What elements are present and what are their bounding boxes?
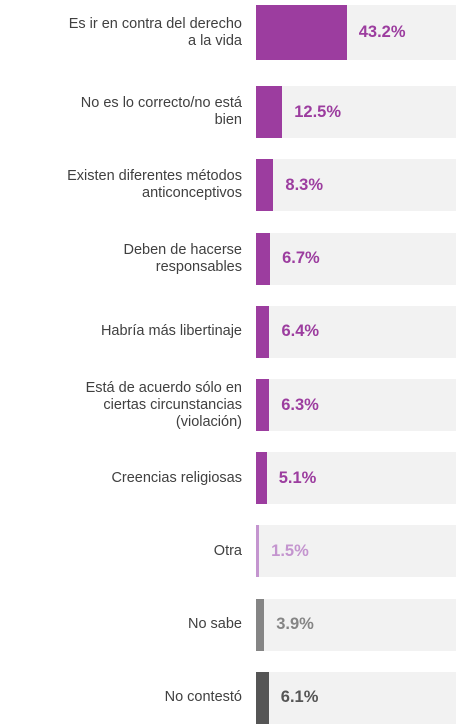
value-label: 43.2% — [358, 23, 406, 41]
value-label: 6.1% — [280, 688, 319, 707]
value-label: 3.9% — [276, 615, 314, 634]
bar — [256, 159, 274, 212]
bar-row: Está de acuerdo sólo en ciertas circunst… — [0, 379, 456, 431]
bar-row: Existen diferentes métodos anticonceptiv… — [0, 159, 456, 212]
value-label: 6.3% — [281, 395, 319, 414]
category-label: No es lo correcto/no está bien — [80, 95, 242, 129]
bar — [256, 525, 260, 578]
value-label: 6.4% — [281, 322, 320, 341]
category-label: Otra — [213, 542, 242, 559]
bar-background — [256, 86, 456, 139]
bar — [256, 305, 270, 358]
bar — [256, 232, 271, 285]
bar-background — [256, 525, 456, 578]
category-label: Deben de hacerse responsables — [123, 241, 243, 275]
bar-background — [256, 598, 456, 651]
bar-row: Habría más libertinaje 6.4% — [0, 305, 456, 358]
value-label: 6.7% — [282, 249, 320, 268]
bar-row: Es ir en contra del derecho a la vida 43.… — [0, 5, 456, 60]
category-label: Es ir en contra del derecho a la vida — [68, 15, 242, 49]
bar-row: No es lo correcto/no está bien 12.5% — [0, 86, 456, 139]
category-label: No contestó — [164, 689, 242, 706]
bar-row: Otra 1.5% — [0, 525, 456, 578]
bar-background — [256, 452, 456, 505]
bar-background — [256, 159, 456, 212]
category-label: Habría más libertinaje — [100, 323, 242, 340]
category-label: Está de acuerdo sólo en ciertas circunst… — [85, 379, 242, 430]
bar-background — [256, 305, 456, 358]
bar — [256, 379, 270, 431]
bar — [256, 5, 347, 60]
bar — [256, 86, 283, 139]
value-label: 1.5% — [271, 541, 309, 560]
category-label: No sabe — [187, 616, 242, 633]
bar-row: Creencias religiosas 5.1% — [0, 452, 456, 505]
category-label: Existen diferentes métodos anticonceptiv… — [67, 168, 242, 202]
bar-row: Deben de hacerse responsables 6.7% — [0, 232, 456, 285]
value-label: 12.5% — [294, 102, 342, 121]
bar-background — [256, 232, 456, 285]
bar-row: No sabe 3.9% — [0, 598, 456, 651]
bar-row: No contestó 6.1% — [0, 671, 456, 724]
value-label: 5.1% — [278, 468, 317, 487]
bar-background — [256, 671, 456, 724]
bar — [256, 452, 267, 505]
bar — [256, 598, 265, 651]
bar — [256, 671, 269, 724]
bar-background — [256, 379, 456, 431]
value-label: 8.3% — [285, 175, 324, 194]
category-label: Creencias religiosas — [111, 469, 242, 486]
